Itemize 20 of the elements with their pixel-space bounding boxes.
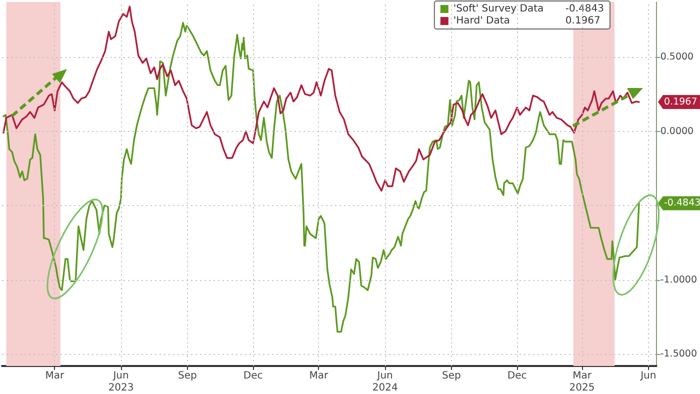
x-tick-label: Mar bbox=[309, 370, 330, 382]
x-tick-label: Dec bbox=[507, 370, 527, 382]
x-tick-label: Jun 2023 bbox=[108, 370, 134, 394]
x-tick-label: Dec bbox=[243, 370, 263, 382]
y-tick-label: -1.0000 bbox=[660, 274, 698, 286]
x-tick-label: Sep bbox=[442, 370, 461, 382]
x-tick-label: Jun 2024 bbox=[372, 370, 398, 394]
annotation: 0.1967 bbox=[565, 16, 600, 26]
text: 0.1967 bbox=[664, 96, 698, 108]
x-tick-label: Mar 2025 bbox=[569, 370, 595, 394]
y-tick-label: -1.5000 bbox=[660, 348, 698, 360]
legend-label: 'Soft' Survey Data bbox=[453, 4, 544, 14]
x-tick-label: Sep bbox=[178, 370, 197, 382]
y-tick-label: 0.0000 bbox=[660, 126, 694, 137]
x-tick-label: Jun bbox=[640, 370, 656, 382]
annotation: -0.4843 bbox=[565, 4, 604, 14]
y-tick-label: 0.5000 bbox=[660, 51, 694, 62]
x-tick-label: Mar bbox=[45, 370, 65, 382]
legend-label: 'Hard' Data bbox=[453, 16, 510, 26]
text: -0.4843 bbox=[664, 198, 700, 209]
